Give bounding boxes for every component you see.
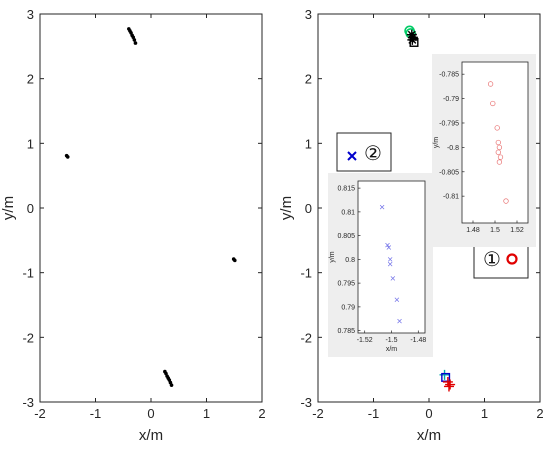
inset-y-tick-label: 0.795 [337, 281, 355, 288]
annotation-frame [336, 132, 392, 172]
x-tick-label: -2 [34, 406, 46, 421]
inset-data-point [503, 198, 509, 204]
inset-y-tick-label: -0.805 [439, 169, 459, 176]
data-point [406, 29, 417, 40]
inset-y-tick-label: -0.785 [439, 72, 459, 79]
x-tick-label: 0 [425, 406, 432, 421]
inset-data-point [387, 257, 393, 262]
inset-x-tick-label: -1.48 [410, 337, 426, 344]
data-point [65, 155, 70, 159]
y-tick-label: 0 [27, 201, 34, 216]
inset-y-tick-label: 0.815 [337, 186, 355, 193]
y-tick-label: -1 [22, 266, 34, 281]
inset-data-point [495, 139, 501, 146]
inset-data-point [397, 318, 402, 324]
data-point [443, 381, 454, 392]
data-point [133, 41, 138, 45]
inset-y-tick-label: -0.8 [447, 145, 459, 152]
y-tick-label: 1 [305, 136, 312, 151]
inset-data-point [390, 276, 396, 281]
plot-frame [39, 13, 263, 403]
data-point [442, 376, 453, 387]
y-axis-label: y/m [0, 196, 17, 220]
y-axis-label: y/m [278, 196, 295, 220]
data-point [409, 37, 419, 47]
annotation-marker [506, 253, 518, 265]
y-tick-label: -3 [22, 395, 34, 410]
inset-frame [357, 180, 426, 334]
inset-frame [461, 61, 529, 224]
inset-data-point [496, 159, 503, 165]
x-axis-label: x/m [417, 427, 441, 444]
inset-data-point [494, 125, 500, 131]
inset-y-tick-label: 0.785 [337, 328, 355, 335]
inset-y-tick-label: 0.81 [341, 209, 355, 216]
annotation-label: ① [483, 247, 501, 271]
inset-data-point [487, 81, 494, 87]
y-tick-label: 1 [27, 136, 34, 151]
inset-y-tick-label: 0.79 [341, 304, 355, 311]
series-8 [442, 376, 456, 392]
inset-x-tick-label: -1.52 [357, 337, 373, 344]
inset-blue: -1.52 -1.5 -1.48 0.785 0.79 0.795 0.8 0.805 0.81… [328, 173, 433, 357]
y-tick-label: 3 [27, 7, 34, 22]
inset-data-point [394, 297, 400, 302]
x-tick-label: 0 [147, 406, 154, 421]
y-tick-label: -3 [300, 395, 312, 410]
inset-red: 1.48 1.5 1.52 -0.785 -0.79 -0.795 -0.8 -0.805 -0… [432, 54, 536, 247]
inset-y-axis-label: y/m [329, 251, 336, 262]
x-tick-label: -1 [368, 406, 380, 421]
data-point [132, 38, 137, 42]
x-axis-label: x/m [139, 427, 163, 444]
y-tick-label: -2 [300, 330, 312, 345]
y-tick-label: 0 [305, 201, 312, 216]
data-point [445, 379, 456, 390]
inset-data-point [387, 261, 393, 267]
y-tick-label: -2 [22, 330, 34, 345]
series-7 [441, 372, 451, 382]
inset-y-tick-label: -0.81 [443, 194, 459, 201]
inset-x-axis-label: x/m [386, 346, 397, 353]
inset-y-tick-label: -0.795 [439, 120, 459, 127]
inset-x-tick-label: 1.48 [466, 227, 480, 234]
data-point [233, 258, 237, 263]
inset-y-tick-label: -0.79 [443, 96, 459, 103]
data-point [441, 372, 451, 382]
annotation-marker [347, 151, 357, 161]
inset-y-axis-label: y/m [433, 137, 440, 148]
inset-data-point [386, 245, 392, 250]
y-tick-label: 3 [305, 7, 312, 22]
data-point [407, 34, 418, 45]
series-1 [64, 27, 237, 387]
series-2 [406, 29, 418, 45]
annotation-box-1: ② [336, 132, 392, 172]
inset-x-tick-label: 1.52 [510, 227, 524, 234]
x-tick-label: -1 [90, 406, 102, 421]
inset-y-tick-label: 0.805 [337, 233, 355, 240]
data-point [169, 383, 174, 387]
inset-data-point [496, 144, 503, 151]
inset-data-point [490, 100, 496, 107]
x-tick-label: 2 [536, 406, 543, 421]
y-tick-label: 2 [305, 72, 312, 87]
y-tick-label: -1 [300, 266, 312, 281]
inset-y-tick-label: 0.8 [345, 257, 355, 264]
y-tick-label: 2 [27, 72, 34, 87]
x-tick-label: 1 [203, 406, 210, 421]
series-3 [409, 37, 419, 47]
inset-data-point [495, 149, 501, 155]
x-tick-label: 1 [481, 406, 488, 421]
annotation-label: ② [364, 141, 382, 165]
inset-data-point [497, 154, 504, 160]
x-tick-label: 2 [258, 406, 265, 421]
inset-data-point [385, 242, 390, 248]
inset-x-tick-label: 1.5 [490, 227, 500, 234]
x-tick-label: -2 [312, 406, 324, 421]
inset-data-point [379, 204, 385, 210]
inset-x-tick-label: -1.5 [385, 337, 397, 344]
